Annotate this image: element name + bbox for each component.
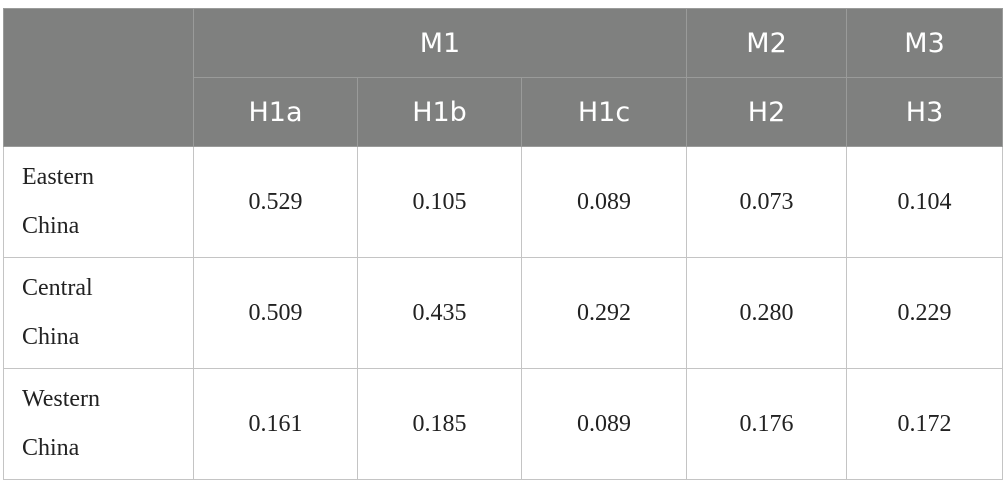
column-header: H1b — [357, 77, 522, 147]
value-cell: 0.172 — [846, 368, 1004, 480]
table-header: M1 M2 M3 H1a H1b H1c H2 H3 — [3, 8, 1004, 147]
value-cell: 0.105 — [357, 146, 522, 258]
value-cell: 0.185 — [357, 368, 522, 480]
value-cell: 0.509 — [193, 257, 358, 369]
value-cell: 0.176 — [686, 368, 848, 480]
column-header: H2 — [686, 77, 848, 147]
table-body: Eastern China 0.529 0.105 0.089 0.073 0.104 Ce… — [3, 146, 1004, 480]
value-cell: 0.089 — [520, 146, 688, 258]
data-table: M1 M2 M3 H1a H1b H1c H2 H3 Eastern China 0.52… — [3, 8, 1004, 480]
row-label: Eastern China — [3, 146, 194, 258]
value-cell: 0.089 — [520, 368, 688, 480]
column-row: H1a H1b H1c H2 H3 — [4, 77, 1004, 147]
column-header: H1c — [520, 77, 688, 147]
group-header: M2 — [686, 8, 848, 78]
value-cell: 0.073 — [686, 146, 848, 258]
column-header: H1a — [193, 77, 358, 147]
table-row: Western China 0.161 0.185 0.089 0.176 0.172 — [3, 368, 1004, 480]
row-label: Western China — [3, 368, 194, 480]
value-cell: 0.529 — [193, 146, 358, 258]
value-cell: 0.292 — [520, 257, 688, 369]
corner-cell — [3, 8, 194, 147]
value-cell: 0.280 — [686, 257, 848, 369]
table-row: Central China 0.509 0.435 0.292 0.280 0.229 — [3, 257, 1004, 369]
group-row: M1 M2 M3 — [3, 8, 1004, 147]
group-header: M3 — [846, 8, 1004, 78]
value-cell: 0.435 — [357, 257, 522, 369]
table-row: Eastern China 0.529 0.105 0.089 0.073 0.104 — [3, 146, 1004, 258]
group-header: M1 — [192, 8, 688, 78]
column-header: H3 — [846, 77, 1004, 147]
value-cell: 0.229 — [846, 257, 1004, 369]
value-cell: 0.161 — [193, 368, 358, 480]
value-cell: 0.104 — [846, 146, 1004, 258]
row-label: Central China — [3, 257, 194, 369]
